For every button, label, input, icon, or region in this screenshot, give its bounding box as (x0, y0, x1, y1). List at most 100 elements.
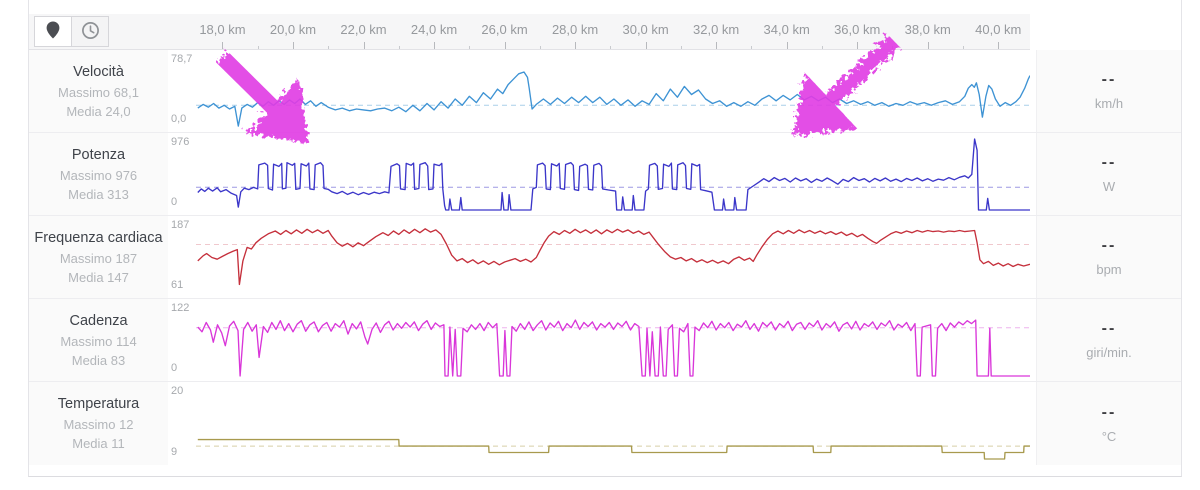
chart-row-temperatura: Temperatura Massimo 12 Media 11 20 9 -- … (29, 382, 1181, 465)
value-unit: bpm (1096, 262, 1122, 277)
metric-media: Media 24,0 (66, 103, 131, 119)
x-axis-minor-tick (751, 46, 753, 49)
data-series-line (197, 138, 1030, 211)
x-axis-minor-tick (328, 46, 330, 49)
x-axis-label: 24,0 km (410, 22, 458, 37)
metric-title: Potenza (71, 146, 126, 163)
y-axis-max-label: 78,7 (171, 53, 193, 65)
x-axis-major-tick (504, 42, 506, 49)
map-pin-icon (46, 21, 60, 42)
y-axis-temperatura: 20 9 (168, 382, 196, 465)
y-axis-min-label: 0 (171, 196, 178, 208)
current-value: -- (1101, 237, 1117, 254)
value-panel-potenza: -- W (1036, 133, 1181, 215)
x-axis-label: 40,0 km (975, 22, 1022, 37)
metric-media: Media 11 (72, 436, 125, 451)
cadenza-line-chart (196, 319, 1030, 377)
metric-media: Media 313 (68, 186, 129, 202)
chart-row-velocita: Velocità Massimo 68,1 Media 24,0 78,7 0,… (29, 50, 1181, 133)
y-axis-velocita: 78,7 0,0 (168, 50, 196, 132)
velocita-line-chart (196, 71, 1030, 127)
chart-row-frequenza-cardiaca: Frequenza cardiaca Massimo 187 Media 147… (29, 216, 1181, 299)
metric-massimo: Massimo 114 (60, 333, 137, 349)
x-axis-label: 36,0 km (834, 22, 881, 37)
clock-icon (81, 21, 100, 43)
metric-title: Temperatura (57, 396, 140, 412)
data-series-line (197, 319, 1030, 377)
x-axis-label: 30,0 km (622, 22, 669, 37)
value-panel-cadenza: -- giri/min. (1036, 299, 1181, 381)
value-panel-frequenza: -- bpm (1036, 216, 1181, 298)
chart-area-frequenza[interactable] (196, 216, 1030, 298)
potenza-line-chart (196, 138, 1030, 211)
time-mode-button[interactable] (71, 16, 109, 47)
chart-area-velocita[interactable] (196, 50, 1030, 132)
chart-row-potenza: Potenza Massimo 976 Media 313 976 0 -- W (29, 133, 1181, 216)
x-axis-label: 34,0 km (763, 22, 810, 37)
y-axis-min-label: 61 (171, 279, 184, 291)
chart-mode-toolbar (34, 16, 109, 47)
x-axis-label: 38,0 km (904, 22, 951, 37)
temperatura-line-chart (196, 438, 1030, 460)
y-axis-min-label: 9 (171, 446, 178, 458)
metric-massimo: Massimo 187 (59, 250, 138, 266)
chart-rows: Velocità Massimo 68,1 Media 24,0 78,7 0,… (29, 50, 1181, 465)
current-value: -- (1101, 154, 1117, 171)
x-axis-major-tick (786, 42, 788, 49)
x-axis-label: 28,0 km (551, 22, 599, 37)
x-axis-minor-tick (821, 46, 823, 49)
x-axis-minor-tick (469, 46, 471, 49)
y-axis-min-label: 0,0 (171, 113, 187, 125)
value-panel-velocita: -- km/h (1036, 50, 1181, 132)
metric-massimo: Massimo 12 (63, 417, 134, 432)
y-axis-max-label: 976 (171, 136, 190, 148)
value-unit: W (1102, 179, 1116, 194)
metric-label-potenza: Potenza Massimo 976 Media 313 (29, 133, 168, 215)
frequenza-line-chart (196, 228, 1030, 286)
y-axis-frequenza: 187 61 (168, 216, 196, 298)
chart-area-cadenza[interactable] (196, 299, 1030, 381)
metric-label-temperatura: Temperatura Massimo 12 Media 11 (29, 382, 168, 465)
data-series-line (197, 71, 1030, 127)
x-axis-major-tick (645, 42, 647, 49)
current-value: -- (1101, 71, 1117, 88)
metric-label-cadenza: Cadenza Massimo 114 Media 83 (29, 299, 168, 381)
value-unit: giri/min. (1086, 345, 1132, 360)
data-series-line (197, 438, 1030, 460)
x-axis-major-tick (222, 42, 224, 49)
value-unit: km/h (1094, 96, 1124, 111)
data-series-line (197, 228, 1030, 286)
current-value: -- (1101, 320, 1117, 337)
metric-media: Media 83 (71, 352, 126, 368)
x-axis-major-tick (716, 42, 718, 49)
metric-title: Frequenza cardiaca (34, 229, 163, 246)
y-axis-max-label: 122 (171, 302, 190, 314)
x-axis-major-tick (363, 42, 365, 49)
x-axis-label: 32,0 km (693, 22, 740, 37)
value-panel-temperatura: -- °C (1036, 382, 1181, 465)
x-axis-major-tick (434, 42, 436, 49)
activity-charts-panel: 18,0 km 20,0 km 22,0 km 24,0 km 26,0 km 28,0 … (28, 0, 1182, 477)
y-axis-max-label: 187 (171, 219, 190, 231)
x-axis-minor-tick (892, 46, 894, 49)
metric-label-frequenza: Frequenza cardiaca Massimo 187 Media 147 (29, 216, 168, 298)
metric-title: Cadenza (69, 312, 128, 329)
x-axis-minor-tick (962, 46, 964, 49)
chart-area-potenza[interactable] (196, 133, 1030, 215)
x-axis-minor-tick (610, 46, 612, 49)
y-axis-max-label: 20 (171, 385, 184, 397)
metric-massimo: Massimo 68,1 (58, 84, 139, 100)
x-axis-major-tick (575, 42, 577, 49)
x-axis-minor-tick (398, 46, 400, 49)
x-axis-label: 22,0 km (340, 22, 387, 37)
x-axis-label: 18,0 km (199, 22, 246, 37)
metric-media: Media 147 (68, 269, 129, 285)
metric-massimo: Massimo 976 (59, 167, 138, 183)
y-axis-min-label: 0 (171, 362, 178, 374)
y-axis-cadenza: 122 0 (168, 299, 196, 381)
x-axis-major-tick (292, 42, 294, 49)
distance-mode-button[interactable] (34, 16, 72, 47)
chart-area-temperatura[interactable] (196, 382, 1030, 465)
x-axis-label: 20,0 km (269, 22, 317, 37)
current-value: -- (1101, 403, 1117, 421)
